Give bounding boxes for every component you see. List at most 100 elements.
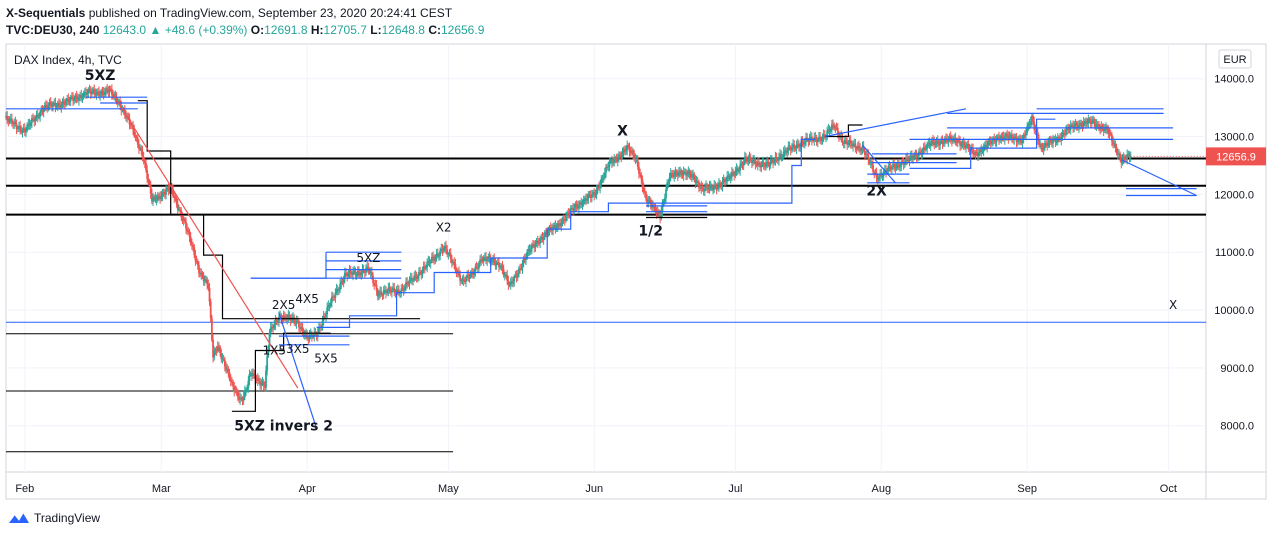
candle [1083, 118, 1086, 127]
candle-body [521, 263, 524, 269]
candle [559, 218, 562, 229]
candle-body [472, 273, 474, 276]
candle [832, 119, 834, 130]
candle [383, 284, 386, 294]
candle-body [590, 194, 593, 198]
candle-body [1038, 139, 1040, 145]
candle-body [209, 301, 212, 319]
candle-body [173, 196, 176, 198]
candle-body [899, 166, 902, 168]
candle [848, 135, 851, 147]
candle-body [455, 270, 458, 273]
candle-body [474, 266, 477, 272]
candle-body [376, 290, 379, 297]
candle-body [194, 254, 197, 261]
candle-body [782, 151, 785, 157]
candle-body [714, 185, 717, 187]
candle-body [7, 119, 10, 122]
candle [680, 168, 683, 179]
candle [547, 226, 550, 238]
candle-body [1020, 140, 1023, 143]
candle-body [682, 171, 685, 176]
candle-body [587, 194, 590, 199]
candle-body [1066, 127, 1069, 130]
candle-body [949, 136, 952, 140]
x-tick-label: Mar [152, 483, 171, 495]
candle [553, 222, 556, 229]
candle [398, 285, 400, 297]
x-tick-label: May [438, 483, 459, 495]
currency-badge[interactable]: EUR [1218, 49, 1252, 69]
candle-body [309, 333, 312, 335]
candle [188, 228, 191, 243]
candle-body [598, 186, 600, 189]
candle [798, 140, 800, 152]
candle [156, 191, 159, 203]
candle [255, 375, 258, 384]
candle-body [765, 163, 767, 167]
candle [778, 152, 780, 166]
candle [1060, 131, 1063, 146]
candle [282, 310, 285, 324]
candle-body [752, 160, 754, 163]
candle-body [259, 380, 262, 386]
candle [790, 143, 793, 154]
candle-body [654, 206, 657, 213]
annotation-label: 5XZ invers 2 [234, 418, 333, 434]
candle [688, 168, 691, 179]
candle-body [256, 378, 259, 381]
candle-body [896, 163, 899, 165]
candle-body [338, 289, 340, 291]
candle-body [1016, 140, 1019, 143]
candle [821, 133, 824, 145]
candle [594, 189, 597, 199]
candle-body [478, 263, 480, 269]
candle [869, 158, 872, 169]
candle [329, 298, 332, 309]
candle [936, 135, 939, 147]
candle [142, 151, 145, 165]
candle-body [61, 101, 64, 105]
candle-body [308, 334, 311, 340]
candle [974, 150, 977, 160]
candle-body [703, 188, 706, 192]
candle-body [778, 157, 780, 161]
candle [474, 263, 477, 277]
candle [430, 252, 433, 264]
y-tick-label: 9000.0 [1220, 363, 1254, 375]
candle-body [419, 271, 422, 274]
candle [39, 109, 42, 122]
candle-body [698, 182, 700, 188]
candle-body [39, 111, 42, 117]
publisher-name[interactable]: X-Sequentials [6, 6, 86, 20]
tradingview-brand[interactable]: TradingView [8, 511, 100, 525]
candle [95, 88, 98, 100]
candle [909, 150, 912, 161]
candle [80, 89, 83, 102]
time-axis[interactable]: Feb Mar Apr May Jun Jul Aug Sep Oct [15, 483, 1177, 495]
candle [338, 287, 340, 295]
candle [709, 180, 712, 192]
candle-body [676, 173, 679, 176]
candle [1036, 128, 1039, 145]
candle-body [146, 170, 149, 179]
candle-body [670, 173, 673, 175]
candle-body [54, 102, 57, 107]
candle [382, 286, 385, 300]
candle [448, 248, 451, 257]
candle [172, 184, 174, 199]
price-axis[interactable]: 14000.013000.012000.011000.010000.09000.… [1130, 74, 1266, 433]
candle-body [523, 258, 526, 260]
candle [370, 266, 373, 280]
x-tick-label: Aug [872, 483, 892, 495]
candle [158, 192, 160, 201]
candle [600, 175, 603, 189]
candle-body [668, 177, 671, 182]
candle-body [379, 291, 382, 294]
candle-body [880, 173, 883, 177]
candle-body [140, 147, 143, 151]
candle-body [547, 230, 550, 235]
candle [247, 375, 250, 393]
candle [713, 179, 716, 193]
